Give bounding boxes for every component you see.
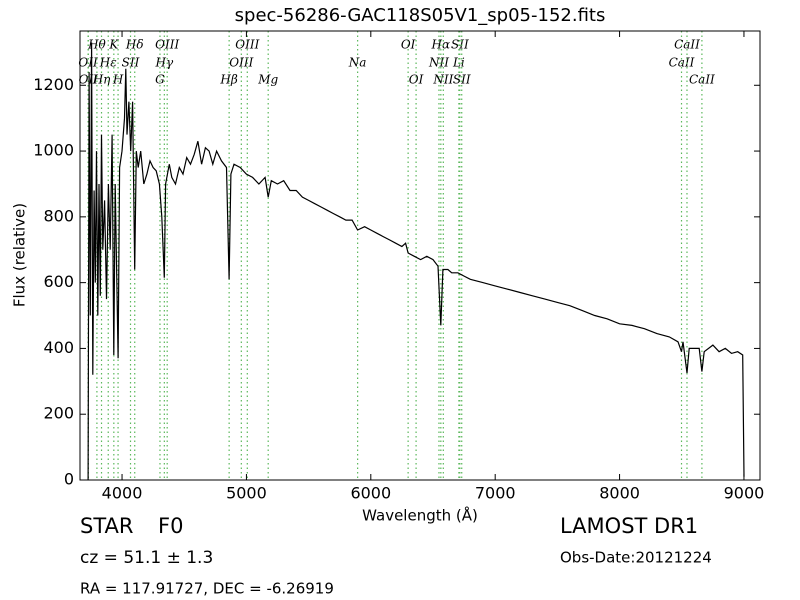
x-tick-label: 9000 bbox=[724, 484, 765, 503]
y-tick-label: 600 bbox=[43, 272, 74, 291]
spectrum bbox=[87, 42, 745, 481]
spectral-line-label: Li bbox=[452, 56, 465, 70]
spectral-line-label: OI bbox=[409, 73, 424, 87]
x-tick-label: 7000 bbox=[475, 484, 516, 503]
x-tick-label: 4000 bbox=[102, 484, 143, 503]
x-tick-label: 6000 bbox=[350, 484, 391, 503]
spectral-line-label: CaII bbox=[674, 38, 700, 52]
spectral-line-label: NII bbox=[428, 56, 449, 70]
y-tick-label: 200 bbox=[43, 404, 74, 423]
spectral-line-label: Hα bbox=[431, 38, 451, 52]
spectral-line-label: OII bbox=[79, 73, 99, 87]
y-tick-label: 0 bbox=[64, 470, 74, 489]
spectral-line-label: Hη bbox=[92, 73, 111, 87]
spectral-line-label: CaII bbox=[669, 56, 695, 70]
spectral-line-label: Hβ bbox=[219, 73, 237, 87]
spectral-line-label: SII bbox=[451, 38, 469, 52]
spectral-line-label: Hθ bbox=[87, 38, 106, 52]
spectral-line-label: K bbox=[108, 38, 119, 52]
spectral-line-label: Hδ bbox=[125, 38, 144, 52]
survey: LAMOST DR1 bbox=[560, 514, 698, 538]
y-tick-label: 800 bbox=[43, 206, 74, 225]
x-axis-label: Wavelength (Å) bbox=[362, 506, 478, 525]
y-tick-label: 1000 bbox=[33, 141, 74, 160]
spectral-line-label: OIII bbox=[235, 38, 259, 52]
spectral-line-label: OIII bbox=[229, 56, 253, 70]
obs-date: Obs-Date:20121224 bbox=[560, 549, 712, 567]
coords: RA = 117.91727, DEC = -6.26919 bbox=[80, 580, 334, 598]
subclass: F0 bbox=[158, 514, 183, 538]
spectral-line-label: NII bbox=[432, 73, 453, 87]
spectral-line-label: SII bbox=[122, 56, 140, 70]
spectral-line-label: G bbox=[155, 73, 165, 87]
y-tick-label: 400 bbox=[43, 338, 74, 357]
chart-title: spec-56286-GAC118S05V1_sp05-152.fits bbox=[235, 5, 606, 26]
y-axis-label: Flux (relative) bbox=[11, 203, 29, 307]
y-tick-label: 1200 bbox=[33, 75, 74, 94]
x-tick-label: 5000 bbox=[226, 484, 267, 503]
spectral-line-label: Mg bbox=[257, 73, 278, 87]
spectral-line-label: SII bbox=[453, 73, 471, 87]
plot-frame bbox=[79, 30, 761, 481]
spectral-line-label: Hγ bbox=[155, 56, 174, 70]
redshift: cz = 51.1 ± 1.3 bbox=[80, 548, 213, 568]
spectral-line-label: H bbox=[112, 73, 124, 87]
class: STAR bbox=[80, 514, 133, 538]
spectral-line-label: Na bbox=[348, 56, 367, 70]
spectral-line-label: OI bbox=[401, 38, 416, 52]
x-tick-label: 8000 bbox=[599, 484, 640, 503]
spectral-line-label: CaII bbox=[689, 73, 715, 87]
spectral-line-label: OIII bbox=[155, 38, 179, 52]
spectral-line-label: Hε bbox=[99, 56, 117, 70]
